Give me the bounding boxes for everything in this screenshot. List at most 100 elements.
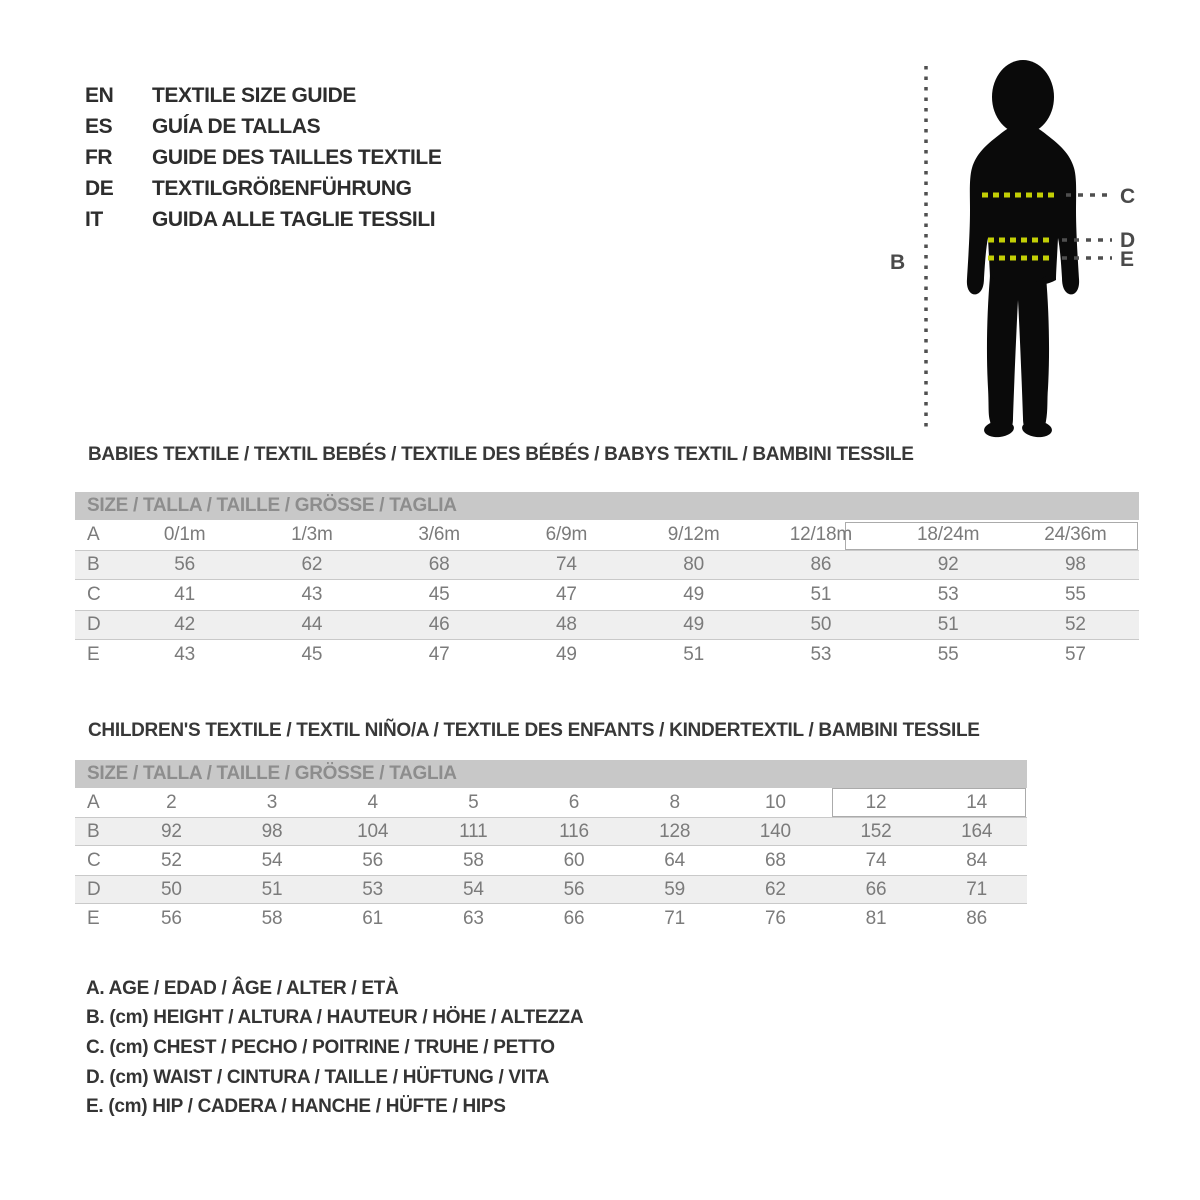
- size-value-cell: 116: [559, 820, 589, 842]
- size-value-cell: 14: [966, 791, 988, 813]
- figure-label-chest: C: [1120, 185, 1135, 208]
- size-value-cell: 42: [174, 614, 195, 635]
- size-value-cell: 6: [568, 791, 580, 813]
- size-value-cell: 44: [301, 614, 323, 635]
- size-value-cell: 0/1m: [163, 524, 206, 545]
- size-value-cell: 56: [160, 907, 182, 929]
- size-value-cell: 128: [659, 820, 691, 842]
- legend-hip: E. (cm) HIP / CADERA / HANCHE / HÜFTE / …: [86, 1096, 506, 1118]
- size-value-cell: 54: [462, 878, 484, 900]
- figure-label-waist: D: [1120, 229, 1135, 252]
- size-value-cell: 18/24m: [917, 524, 980, 545]
- size-value-cell: 12: [865, 791, 887, 813]
- size-value-cell: 80: [683, 554, 704, 575]
- guide-title: GUIDA ALLE TAGLIE TESSILI: [152, 207, 436, 231]
- size-value-cell: 98: [1065, 554, 1086, 575]
- size-value-cell: 92: [160, 820, 182, 842]
- lang-row-es: ES GUÍA DE TALLAS: [85, 111, 441, 142]
- lang-row-de: DE TEXTILGRÖßENFÜHRUNG: [85, 173, 441, 204]
- size-value-cell: 2: [166, 791, 177, 813]
- row-letter-label: B: [87, 820, 100, 842]
- legend-waist: D. (cm) WAIST / CINTURA / TAILLE / HÜFTU…: [86, 1066, 550, 1088]
- size-value-cell: 140: [759, 820, 791, 842]
- size-value-cell: 98: [261, 820, 283, 842]
- language-title-block: EN TEXTILE SIZE GUIDE ES GUÍA DE TALLAS …: [85, 80, 442, 235]
- size-value-cell: 8: [669, 791, 680, 813]
- size-value-cell: 76: [764, 907, 786, 929]
- size-value-cell: 58: [462, 849, 484, 871]
- children-table-rows: A 2 3 4 5 6 8 10 12 14 B 92 98 104 111 116 128 140 152 164 C…: [75, 788, 1027, 933]
- size-value-cell: 51: [683, 644, 704, 665]
- size-value-cell: 54: [261, 849, 283, 871]
- size-value-cell: 60: [563, 849, 585, 871]
- size-value-cell: 5: [468, 791, 479, 813]
- legend-age: A. AGE / EDAD / ÂGE / ALTER / ETÀ: [86, 977, 399, 999]
- size-value-cell: 41: [174, 584, 195, 605]
- measurement-figure: B C D E: [870, 48, 1160, 452]
- size-value-cell: 56: [362, 849, 384, 871]
- lang-code: FR: [85, 145, 113, 169]
- row-letter-label: A: [87, 791, 100, 813]
- size-value-cell: 51: [810, 584, 832, 605]
- size-value-cell: 51: [261, 878, 283, 900]
- size-row-B: B 92 98 104 111 116 128 140 152 164: [75, 817, 1027, 846]
- size-value-cell: 58: [261, 907, 283, 929]
- size-value-cell: 9/12m: [667, 524, 720, 545]
- size-row-E: E 43 45 47 49 51 53 55 57: [75, 640, 1139, 670]
- size-value-cell: 6/9m: [545, 524, 588, 545]
- size-value-cell: 56: [563, 878, 585, 900]
- size-value-cell: 10: [764, 791, 786, 813]
- highlight-box: [845, 522, 1138, 550]
- row-letter-label: C: [87, 849, 101, 871]
- size-value-cell: 3/6m: [418, 524, 460, 545]
- size-row-D: D 42 44 46 48 49 50 51 52: [75, 610, 1139, 640]
- babies-table-rows: A 0/1m 1/3m 3/6m 6/9m 9/12m 12/18m 18/24m 24/36m…: [75, 520, 1139, 670]
- guide-title: TEXTILE SIZE GUIDE: [152, 83, 356, 107]
- size-value-cell: 24/36m: [1044, 524, 1107, 545]
- legend-chest: C. (cm) CHEST / PECHO / POITRINE / TRUHE…: [86, 1036, 555, 1058]
- row-letter-label: C: [87, 584, 101, 605]
- size-value-cell: 86: [966, 907, 988, 929]
- size-value-cell: 49: [683, 584, 704, 605]
- row-letter-label: A: [87, 524, 100, 545]
- size-value-cell: 55: [1065, 584, 1086, 605]
- row-letter-label: B: [87, 554, 100, 575]
- guide-title: GUIDE DES TAILLES TEXTILE: [152, 145, 442, 169]
- children-size-table: SIZE / TALLA / TAILLE / GRÖSSE / TAGLIA …: [75, 760, 1027, 933]
- figure-label-height: B: [890, 251, 905, 274]
- size-value-cell: 74: [556, 554, 577, 575]
- size-value-cell: 63: [462, 907, 484, 929]
- size-value-cell: 71: [966, 878, 988, 900]
- size-row-C: C 41 43 45 47 49 51 53 55: [75, 580, 1139, 610]
- lang-row-it: IT GUIDA ALLE TAGLIE TESSILI: [85, 204, 441, 235]
- guide-title: TEXTILGRÖßENFÜHRUNG: [152, 176, 412, 200]
- size-value-cell: 1/3m: [291, 524, 333, 545]
- size-header-bar: SIZE / TALLA / TAILLE / GRÖSSE / TAGLIA: [75, 760, 1027, 788]
- measurement-legend: A. AGE / EDAD / ÂGE / ALTER / ETÀ B. (cm…: [86, 974, 584, 1122]
- row-letter-label: E: [87, 907, 100, 929]
- size-row-E: E 56 58 61 63 66 71 76 81 86: [75, 904, 1027, 933]
- size-value-cell: 92: [937, 554, 959, 575]
- size-value-cell: 49: [556, 644, 577, 665]
- size-value-cell: 45: [301, 644, 323, 665]
- size-row-D: D 50 51 53 54 56 59 62 66 71: [75, 875, 1027, 904]
- row-letter-label: D: [87, 614, 101, 635]
- row-letter-label: E: [87, 644, 100, 665]
- size-value-cell: 55: [937, 644, 959, 665]
- size-row-A: A 2 3 4 5 6 8 10 12 14: [75, 788, 1027, 817]
- size-value-cell: 59: [664, 878, 686, 900]
- lang-code: IT: [85, 207, 103, 231]
- highlight-box: [832, 788, 1026, 817]
- babies-section-title: BABIES TEXTILE / TEXTIL BEBÉS / TEXTILE …: [88, 444, 914, 465]
- size-row-B: B 56 62 68 74 80 86 92 98: [75, 550, 1139, 580]
- size-value-cell: 52: [160, 849, 182, 871]
- size-value-cell: 111: [459, 820, 488, 842]
- size-value-cell: 49: [683, 614, 704, 635]
- children-section-title: CHILDREN'S TEXTILE / TEXTIL NIÑO/A / TEX…: [88, 720, 980, 741]
- size-value-cell: 152: [860, 820, 892, 842]
- size-header-bar: SIZE / TALLA / TAILLE / GRÖSSE / TAGLIA: [75, 492, 1139, 520]
- size-value-cell: 51: [937, 614, 959, 635]
- child-silhouette-figure: B C D E: [890, 60, 1135, 438]
- size-value-cell: 52: [1065, 614, 1086, 635]
- size-value-cell: 53: [937, 584, 959, 605]
